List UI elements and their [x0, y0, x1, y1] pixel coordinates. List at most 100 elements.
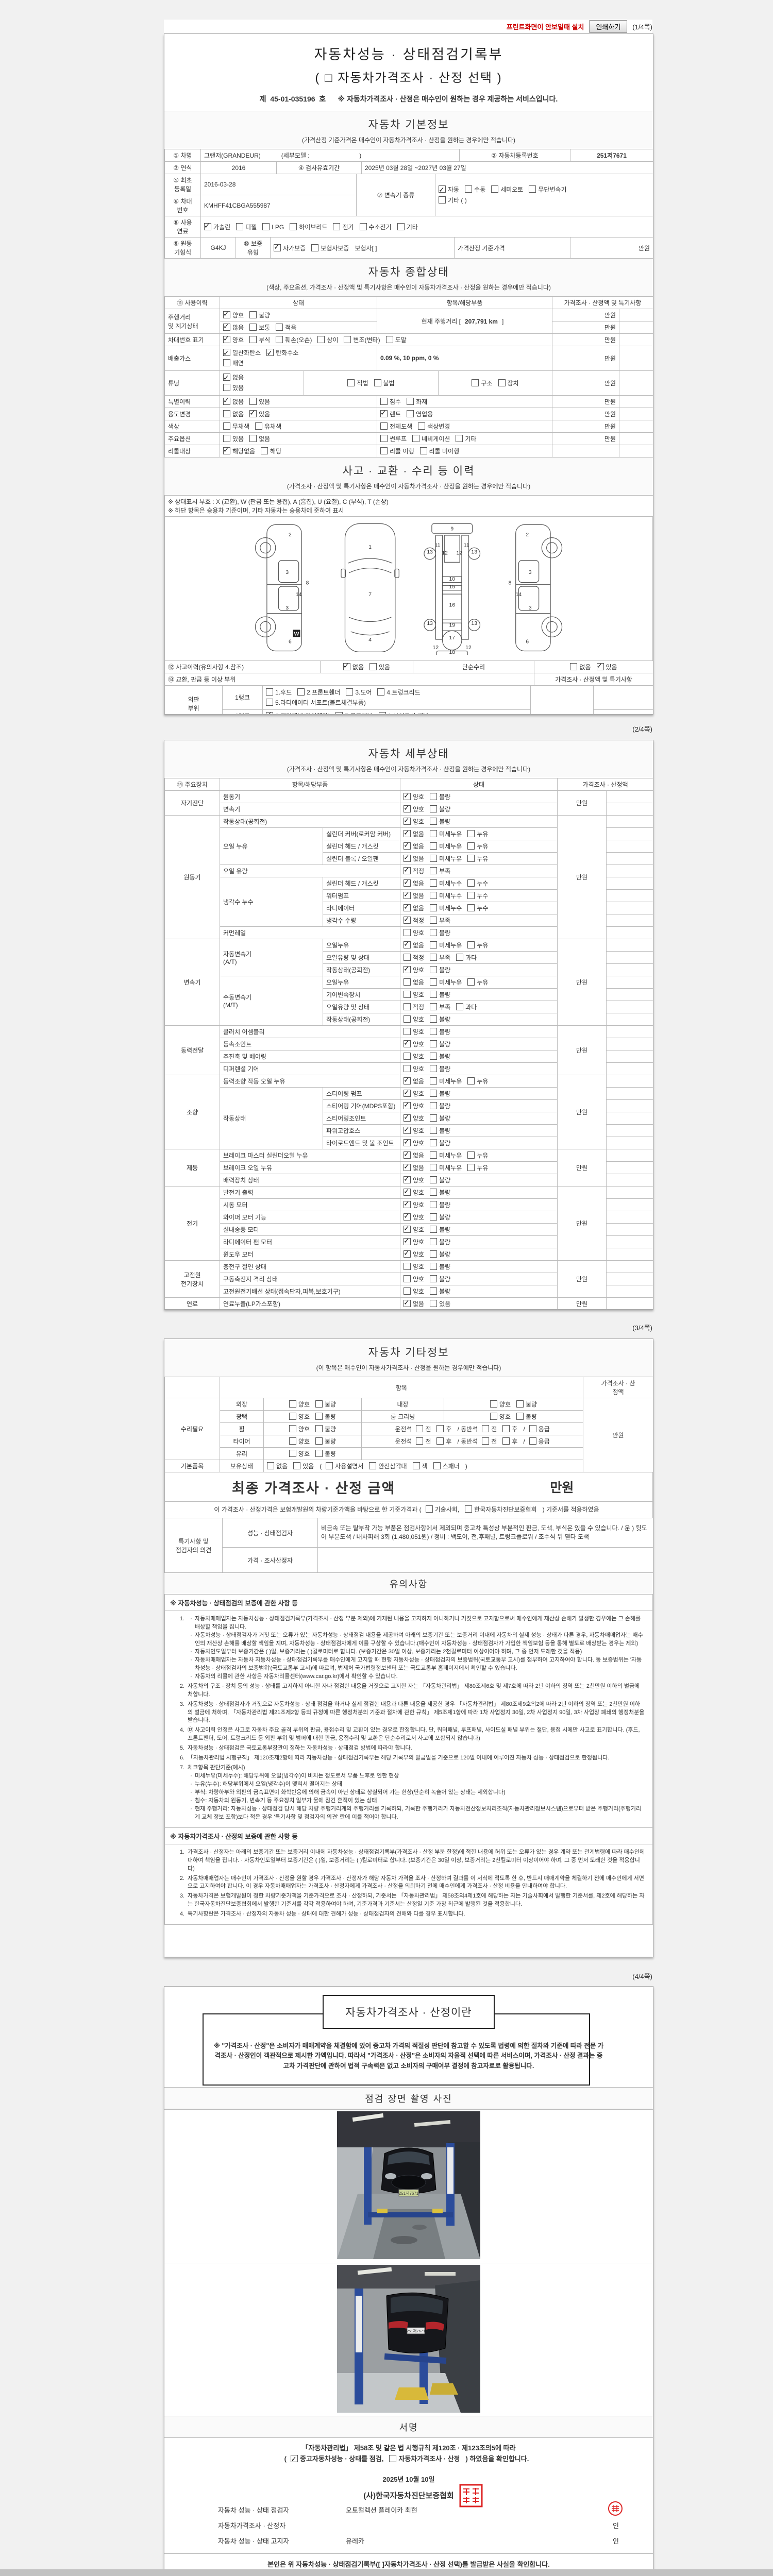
checkbox[interactable] [430, 805, 438, 812]
checkbox[interactable] [223, 347, 230, 360]
checkbox[interactable] [404, 1187, 411, 1196]
checkbox[interactable] [430, 1102, 438, 1109]
checkbox[interactable] [439, 196, 446, 204]
checkbox[interactable] [404, 1015, 411, 1023]
checkbox[interactable] [266, 688, 273, 696]
checkbox[interactable] [404, 1125, 411, 1134]
checkbox[interactable] [315, 1425, 323, 1432]
checkbox[interactable] [430, 892, 438, 899]
checkbox[interactable] [223, 422, 230, 430]
checkbox[interactable] [290, 223, 297, 230]
checkbox[interactable] [404, 791, 411, 800]
checkbox[interactable] [456, 434, 463, 442]
checkbox[interactable] [266, 698, 273, 706]
checkbox[interactable] [404, 890, 411, 899]
checkbox[interactable] [404, 1162, 411, 1171]
checkbox[interactable] [430, 1238, 438, 1245]
checkbox[interactable] [293, 1462, 301, 1469]
checkbox[interactable] [374, 379, 381, 386]
checkbox[interactable] [404, 1039, 411, 1047]
checkbox[interactable] [430, 1114, 438, 1122]
checkbox[interactable] [404, 1263, 411, 1270]
checkbox[interactable] [416, 1437, 424, 1445]
checkbox[interactable] [491, 185, 499, 193]
checkbox[interactable] [262, 223, 270, 230]
checkbox[interactable] [369, 663, 377, 670]
checkbox[interactable] [404, 1076, 411, 1084]
checkbox[interactable] [467, 904, 475, 911]
checkbox[interactable] [456, 954, 464, 961]
checkbox[interactable] [404, 878, 411, 887]
checkbox[interactable] [467, 830, 475, 837]
checkbox[interactable] [276, 336, 283, 343]
checkbox[interactable] [249, 409, 257, 417]
checkbox[interactable] [223, 410, 230, 417]
checkbox[interactable] [472, 379, 479, 386]
checkbox[interactable] [404, 1065, 411, 1072]
checkbox[interactable] [289, 1400, 296, 1408]
checkbox[interactable] [380, 397, 388, 405]
checkbox[interactable] [467, 978, 475, 986]
checkbox[interactable] [430, 1213, 438, 1221]
checkbox[interactable] [335, 712, 343, 714]
checkbox[interactable] [430, 879, 438, 887]
checkbox[interactable] [249, 397, 257, 405]
checkbox[interactable] [404, 915, 411, 924]
checkbox[interactable] [255, 422, 263, 430]
checkbox[interactable] [467, 941, 475, 948]
checkbox[interactable] [404, 1236, 411, 1245]
checkbox[interactable] [529, 185, 536, 193]
checkbox[interactable] [433, 1462, 441, 1469]
checkbox[interactable] [502, 1437, 510, 1445]
checkbox[interactable] [404, 1175, 411, 1183]
checkbox[interactable] [315, 1413, 323, 1420]
checkbox[interactable] [389, 2454, 397, 2462]
checkbox[interactable] [223, 322, 230, 331]
checkbox[interactable] [404, 1199, 411, 1208]
checkbox[interactable] [267, 1462, 274, 1469]
checkbox[interactable] [223, 372, 230, 384]
checkbox[interactable] [430, 1003, 438, 1010]
checkbox[interactable] [404, 1003, 411, 1010]
checkbox[interactable] [223, 396, 230, 405]
checkbox[interactable] [223, 334, 230, 343]
checkbox[interactable] [223, 384, 230, 392]
checkbox[interactable] [430, 818, 438, 825]
checkbox[interactable] [430, 1250, 438, 1258]
checkbox[interactable] [404, 1249, 411, 1258]
checkbox[interactable] [430, 1189, 438, 1196]
checkbox[interactable] [570, 663, 578, 670]
checkbox[interactable] [430, 1287, 438, 1295]
checkbox[interactable] [430, 966, 438, 973]
checkbox[interactable] [289, 1450, 296, 1457]
checkbox[interactable] [369, 1462, 377, 1469]
checkbox[interactable] [407, 397, 414, 405]
checkbox[interactable] [404, 866, 411, 874]
checkbox[interactable] [430, 1053, 438, 1060]
checkbox[interactable] [467, 855, 475, 862]
checkbox[interactable] [430, 1065, 438, 1072]
checkbox[interactable] [430, 1201, 438, 1208]
checkbox[interactable] [404, 853, 411, 862]
checkbox[interactable] [266, 710, 273, 714]
checkbox[interactable] [333, 223, 341, 230]
checkbox[interactable] [380, 422, 388, 430]
checkbox[interactable] [430, 978, 438, 986]
checkbox[interactable] [430, 1028, 438, 1035]
checkbox[interactable] [430, 1040, 438, 1047]
checkbox[interactable] [430, 1275, 438, 1282]
checkbox[interactable] [404, 1298, 411, 1307]
print-button[interactable]: 인쇄하기 [589, 20, 628, 33]
checkbox[interactable] [404, 954, 411, 961]
checkbox[interactable] [467, 1077, 475, 1084]
checkbox[interactable] [223, 359, 230, 367]
checkbox[interactable] [404, 964, 411, 973]
checkbox[interactable] [412, 434, 420, 442]
checkbox[interactable] [249, 434, 257, 442]
checkbox[interactable] [223, 446, 230, 454]
checkbox[interactable] [404, 1053, 411, 1060]
checkbox[interactable] [404, 1150, 411, 1159]
checkbox[interactable] [430, 1164, 438, 1171]
checkbox[interactable] [430, 1263, 438, 1270]
checkbox[interactable] [529, 1437, 536, 1445]
